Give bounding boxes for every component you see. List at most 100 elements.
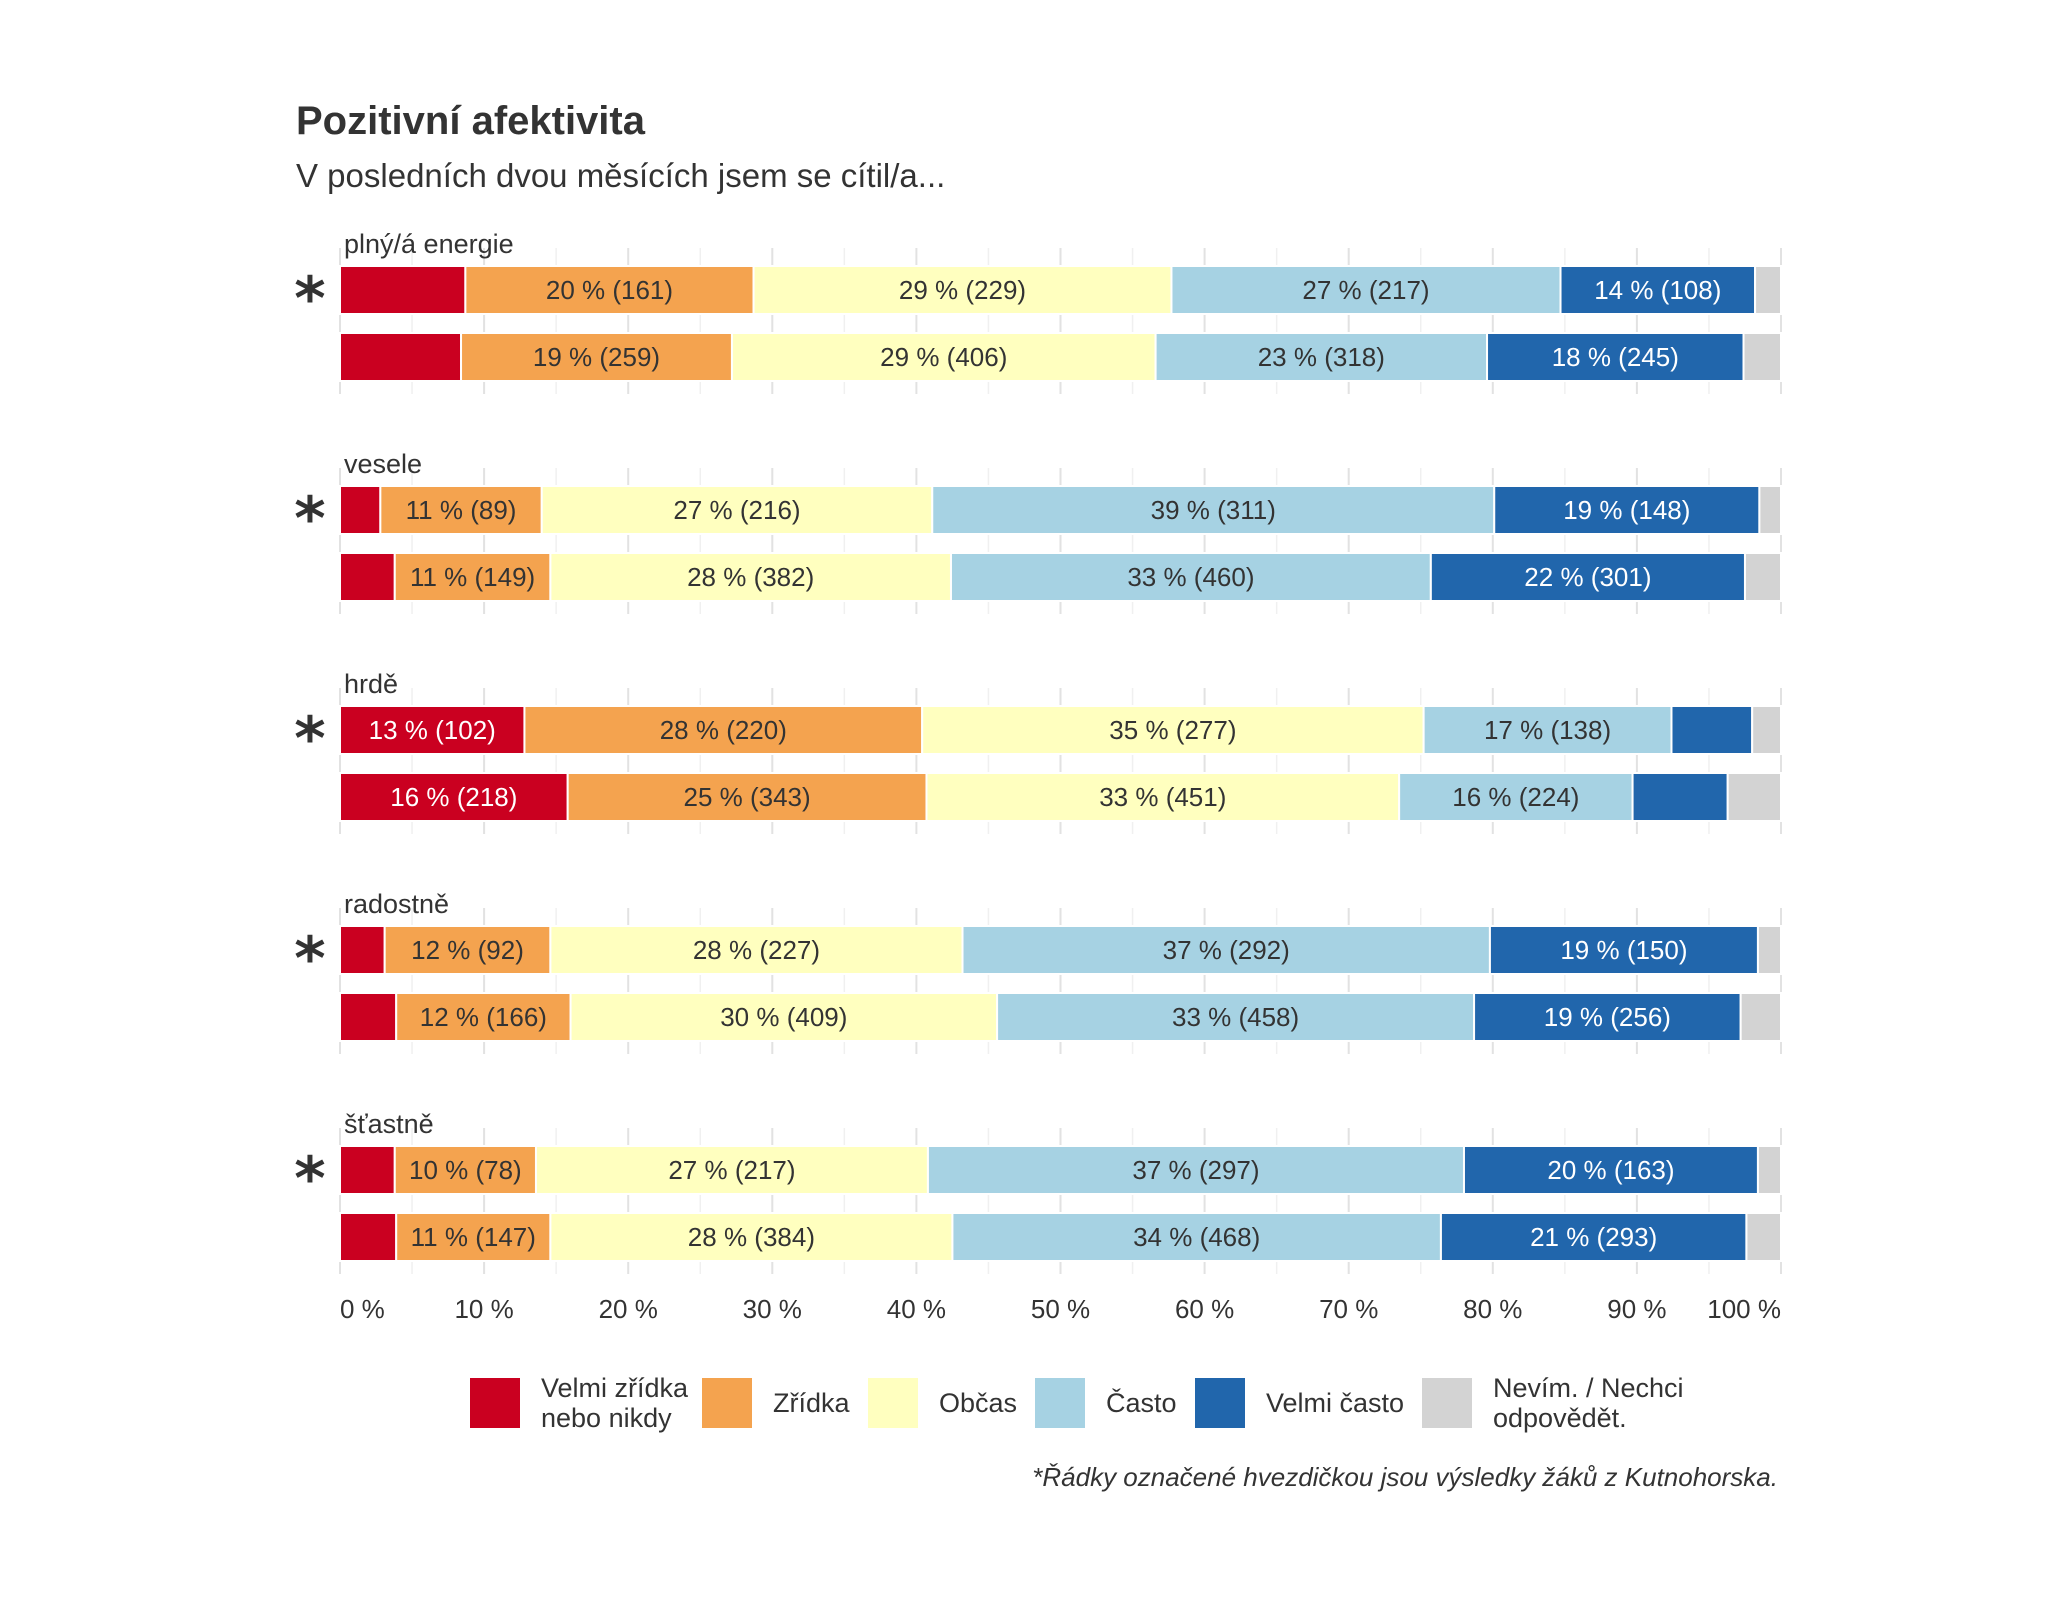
segment-label: 34 % (468) [1133, 1222, 1260, 1252]
x-axis-ticks: 0 % 10 % 20 % 30 % 40 % 50 % 60 % 70 % 80 % 90 % 1… [340, 1294, 1781, 1324]
legend-swatch [1422, 1378, 1472, 1428]
bar-segment [393, 1145, 537, 1195]
bar-segment [339, 552, 396, 602]
bar-segment [383, 925, 552, 975]
bar-segment [752, 265, 1173, 315]
bar-segment [1756, 925, 1782, 975]
x-tick-label: 100 % [1707, 1294, 1781, 1324]
bar-segment [1488, 925, 1759, 975]
bar-segment [395, 992, 572, 1042]
legend-label: odpovědět. [1493, 1403, 1627, 1433]
segment-label: 14 % (108) [1594, 275, 1721, 305]
segment-label: 33 % (460) [1127, 562, 1254, 592]
bar-segment [730, 332, 1157, 382]
segment-label: 19 % (148) [1563, 495, 1690, 525]
segment-label: 22 % (301) [1524, 562, 1651, 592]
legend-swatch [868, 1378, 918, 1428]
bar-segment [1154, 332, 1489, 382]
bar-segment [1739, 992, 1782, 1042]
segment-label: 19 % (150) [1560, 935, 1687, 965]
legend-swatch [702, 1378, 752, 1428]
bar-segment [961, 925, 1491, 975]
bar-segment [1751, 705, 1783, 755]
segment-label: 28 % (227) [693, 935, 820, 965]
segment-label: 30 % (409) [720, 1002, 847, 1032]
x-tick-label: 0 % [340, 1294, 385, 1324]
bar-segment [1429, 552, 1746, 602]
bar-segment [393, 552, 552, 602]
x-tick-label: 40 % [887, 1294, 946, 1324]
segment-label: 33 % (458) [1172, 1002, 1299, 1032]
segment-label: 12 % (92) [411, 935, 524, 965]
segment-label: 28 % (220) [660, 715, 787, 745]
segment-label: 25 % (343) [683, 782, 810, 812]
bar-segment [926, 1145, 1465, 1195]
legend-label: Velmi často [1266, 1388, 1404, 1418]
bar-segment [339, 1145, 396, 1195]
bar-segment [1631, 772, 1729, 822]
segment-label: 27 % (217) [668, 1155, 795, 1185]
group-label: plný/á energie [344, 229, 514, 259]
chart-subtitle: V posledních dvou měsících jsem se cítil… [296, 157, 945, 194]
x-tick-label: 70 % [1319, 1294, 1378, 1324]
segment-label: 37 % (297) [1132, 1155, 1259, 1185]
segment-label: 16 % (218) [390, 782, 517, 812]
grid-layer [339, 248, 1782, 1274]
bar-segment [460, 332, 733, 382]
segment-label: 17 % (138) [1484, 715, 1611, 745]
segment-label: 20 % (161) [546, 275, 673, 305]
segment-label: 18 % (245) [1552, 342, 1679, 372]
bar-segment [1493, 485, 1761, 535]
bar-segment [339, 1212, 398, 1262]
segment-label: 12 % (166) [420, 1002, 547, 1032]
bar-segment [1486, 332, 1745, 382]
group-label: radostně [344, 889, 449, 919]
bar-segment [931, 485, 1496, 535]
legend-label: Často [1106, 1387, 1177, 1418]
segment-label: 28 % (382) [687, 562, 814, 592]
segment-label: 23 % (318) [1258, 342, 1385, 372]
bar-segment [1398, 772, 1634, 822]
segment-label: 39 % (311) [1151, 495, 1276, 525]
segment-label: 11 % (149) [410, 562, 535, 592]
star-marker: * [294, 1144, 325, 1214]
segment-label: 29 % (229) [899, 275, 1026, 305]
star-marker: * [294, 484, 325, 554]
bar-segment [1170, 265, 1562, 315]
legend-label: Zřídka [773, 1388, 851, 1418]
legend-label: nebo nikdy [541, 1403, 672, 1433]
segment-label: 16 % (224) [1452, 782, 1579, 812]
segment-label: 20 % (163) [1547, 1155, 1674, 1185]
segment-label: 35 % (277) [1109, 715, 1236, 745]
bars-layer: plný/á energie * 20 % (161) 29 % (229) 27 % … [294, 229, 1783, 1262]
x-tick-label: 30 % [743, 1294, 802, 1324]
star-marker: * [294, 924, 325, 994]
star-marker: * [294, 264, 325, 334]
bar-segment [1756, 1145, 1782, 1195]
bar-segment [1559, 265, 1757, 315]
bar-segment [339, 265, 467, 315]
bar-segment [339, 332, 463, 382]
bar-segment [1726, 772, 1782, 822]
segment-label: 21 % (293) [1530, 1222, 1657, 1252]
bar-segment [549, 1212, 954, 1262]
bar-segment [1754, 265, 1783, 315]
segment-label: 37 % (292) [1163, 935, 1290, 965]
bar-segment [951, 1212, 1442, 1262]
bar-segment [534, 1145, 929, 1195]
x-tick-label: 50 % [1031, 1294, 1090, 1324]
segment-label: 28 % (384) [688, 1222, 815, 1252]
bar-segment [1758, 485, 1783, 535]
footnote: *Řádky označené hvezdičkou jsou výsledky… [1032, 1462, 1778, 1492]
group-label: vesele [344, 449, 422, 479]
segment-label: 19 % (256) [1544, 1002, 1671, 1032]
bar-segment [1745, 1212, 1783, 1262]
bar-segment [1670, 705, 1754, 755]
bar-segment [339, 992, 398, 1042]
segment-label: 27 % (216) [673, 495, 800, 525]
bar-segment [1462, 1145, 1759, 1195]
segment-label: 13 % (102) [369, 715, 496, 745]
x-tick-label: 80 % [1463, 1294, 1522, 1324]
bar-segment [925, 772, 1401, 822]
